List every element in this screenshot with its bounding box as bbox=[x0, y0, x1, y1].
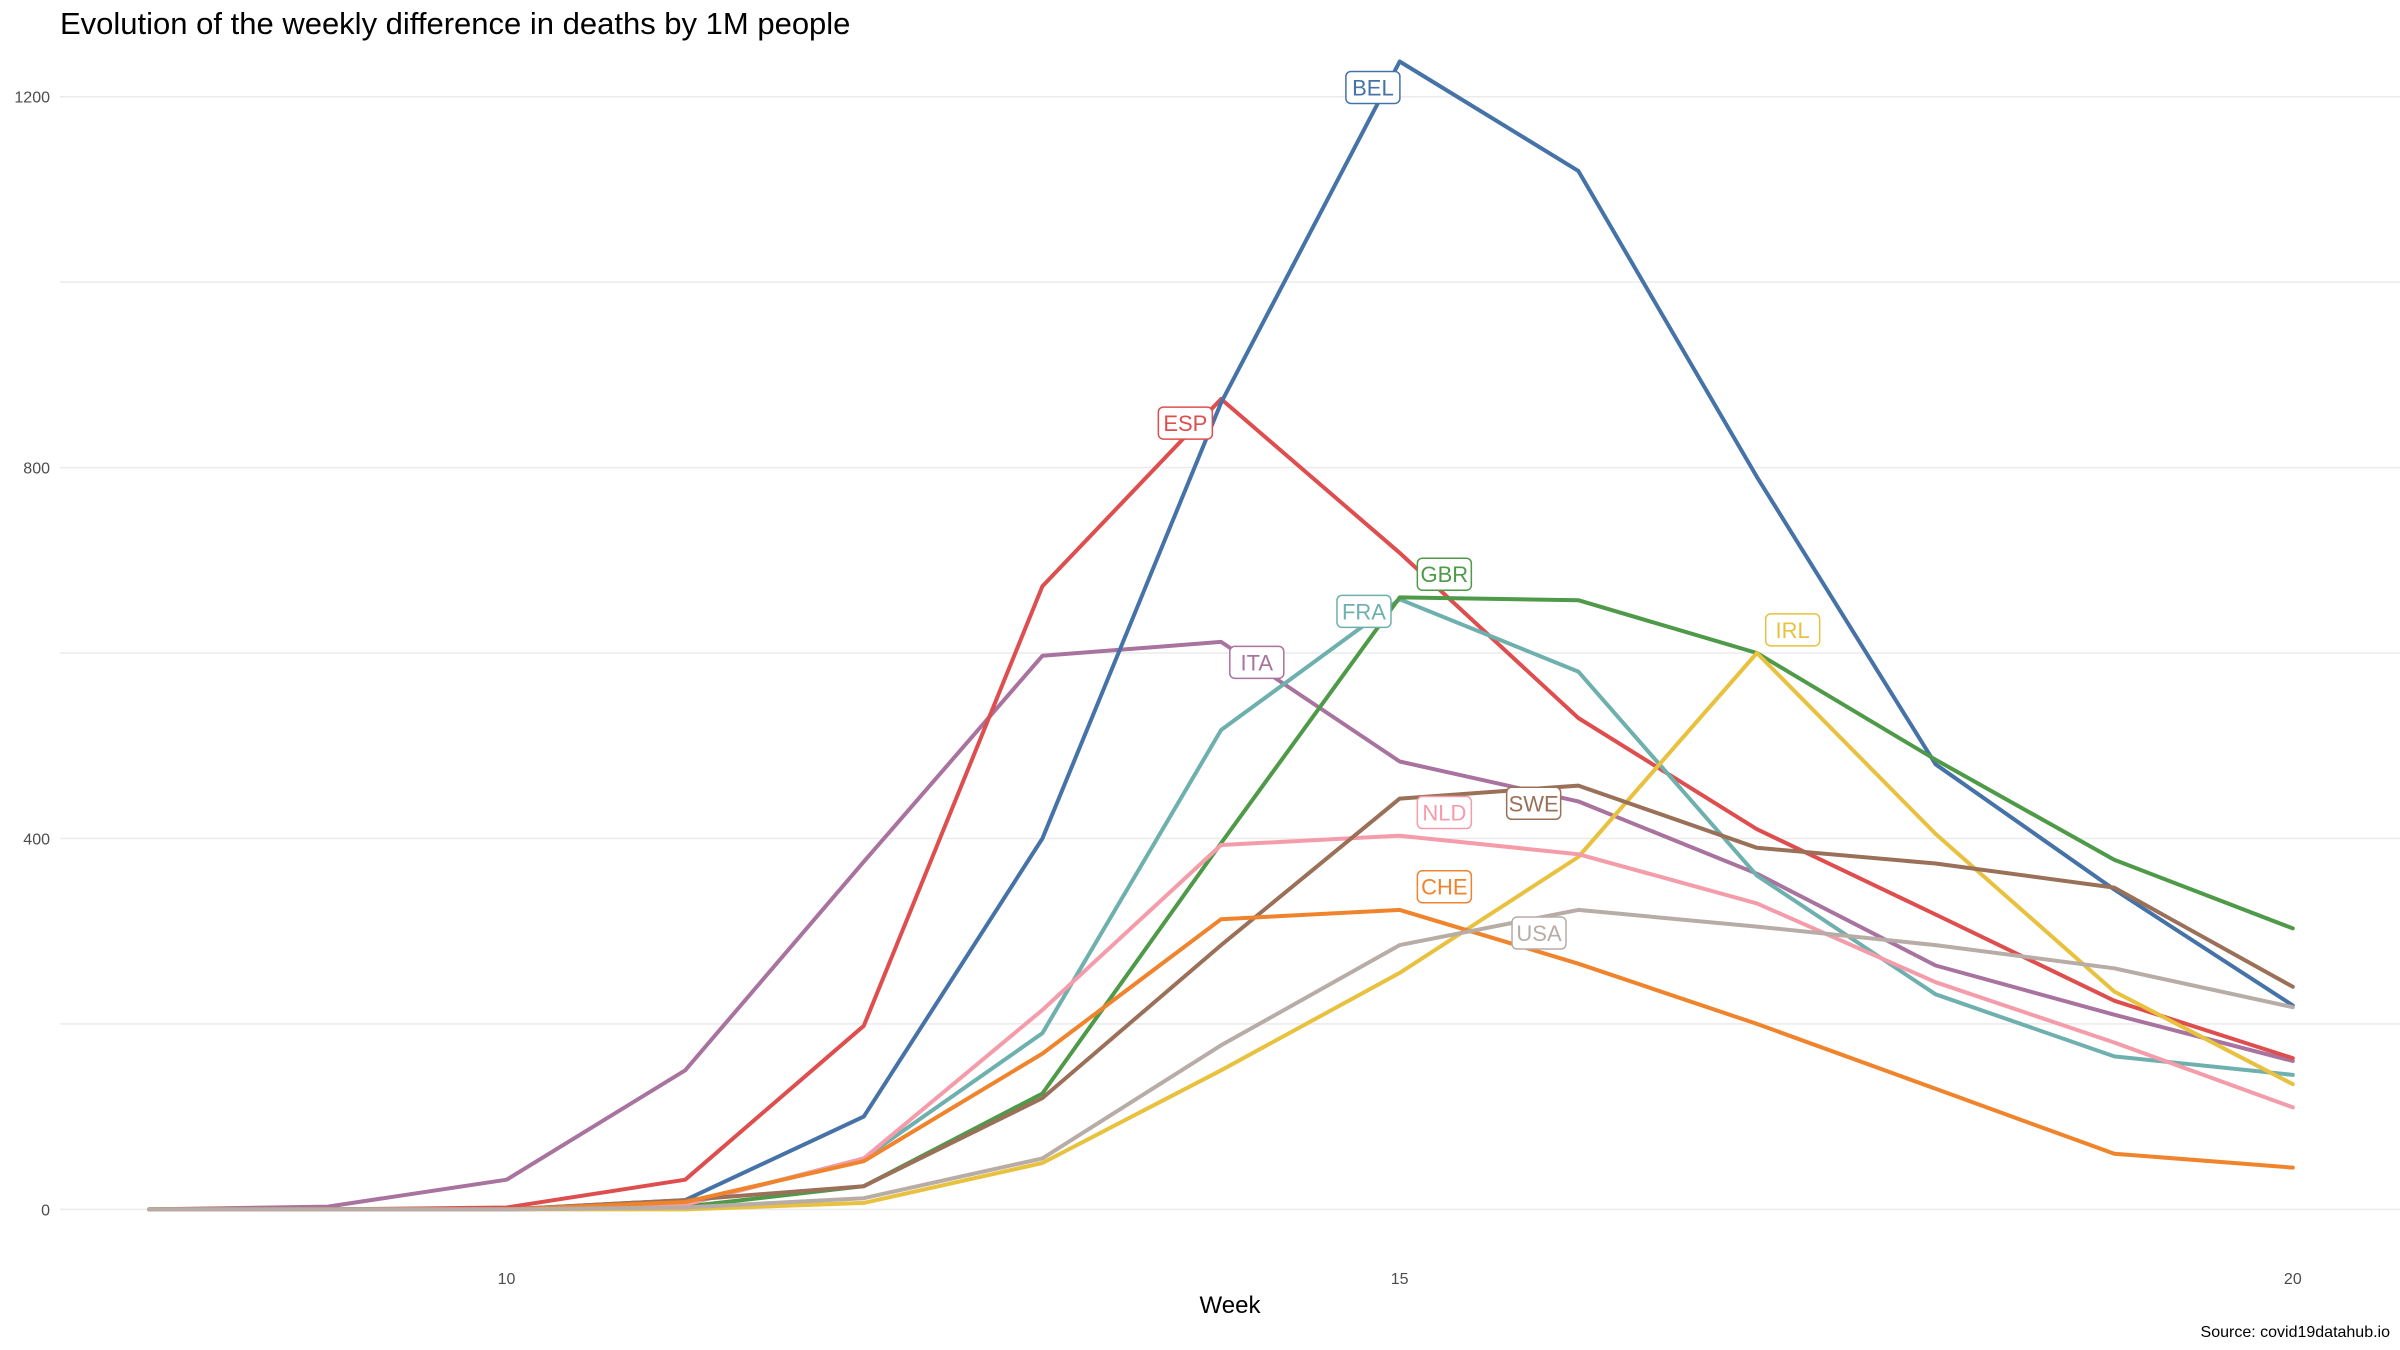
series-label-text: ESP bbox=[1163, 411, 1207, 436]
series-label-bel: BEL bbox=[1345, 70, 1401, 105]
series-line-esp bbox=[147, 397, 2295, 1212]
x-tick-label: 15 bbox=[1391, 1271, 1409, 1288]
series-label-text: CHE bbox=[1421, 875, 1467, 900]
series-label-box bbox=[1416, 795, 1473, 830]
chart-title: Evolution of the weekly difference in de… bbox=[60, 6, 851, 41]
series-label-usa: USA bbox=[1511, 916, 1567, 950]
series-label-fra: FRA bbox=[1336, 594, 1392, 629]
series-label-nld: NLD bbox=[1416, 795, 1473, 830]
series-line-che bbox=[147, 907, 2295, 1212]
series-line-bel bbox=[147, 59, 2295, 1212]
series-label-irl: IRL bbox=[1764, 613, 1821, 647]
series-label-che: CHE bbox=[1416, 869, 1473, 904]
series-line-swe bbox=[147, 783, 2295, 1212]
x-tick-label: 10 bbox=[498, 1271, 516, 1288]
series-label-swe: SWE bbox=[1505, 786, 1562, 821]
series-label-box bbox=[1505, 786, 1562, 821]
series-label-text: BEL bbox=[1352, 75, 1394, 100]
series-label-box bbox=[1336, 594, 1392, 629]
series-label-text: ITA bbox=[1240, 650, 1273, 675]
series-line-fra bbox=[147, 597, 2295, 1212]
y-tick-label: 800 bbox=[23, 461, 50, 478]
y-tick-label: 400 bbox=[23, 831, 50, 848]
series-label-text: IRL bbox=[1776, 618, 1810, 643]
series-label-box bbox=[1229, 645, 1285, 680]
series-label-text: SWE bbox=[1509, 791, 1559, 816]
series-line-ita bbox=[147, 639, 2295, 1212]
y-tick-label: 0 bbox=[41, 1202, 50, 1219]
series-label-box bbox=[1345, 70, 1401, 105]
series-label-ita: ITA bbox=[1229, 645, 1285, 680]
series-label-text: NLD bbox=[1422, 801, 1466, 826]
series-label-box bbox=[1157, 406, 1214, 440]
y-tick-label: 1200 bbox=[14, 90, 50, 107]
series-label-box bbox=[1416, 869, 1473, 904]
x-axis-title: Week bbox=[1200, 1292, 1262, 1319]
series-line-nld bbox=[147, 833, 2295, 1212]
series-label-gbr: GBR bbox=[1416, 557, 1473, 591]
source-caption: Source: covid19datahub.io bbox=[2200, 1324, 2390, 1341]
series-label-text: GBR bbox=[1421, 562, 1469, 587]
labels-layer: ITA ESP BEL FRA GBR IRL NLD SWE CHE USA bbox=[1157, 70, 1821, 950]
series-label-box bbox=[1416, 557, 1473, 591]
series-label-esp: ESP bbox=[1157, 406, 1214, 440]
axis-layer: Week 0 400 800 1200 10 15 20 bbox=[14, 90, 2301, 1319]
series-line-usa bbox=[147, 907, 2295, 1212]
x-tick-label: 20 bbox=[2284, 1271, 2302, 1288]
series-label-text: FRA bbox=[1342, 599, 1386, 624]
series-label-box bbox=[1764, 613, 1821, 647]
series-label-text: USA bbox=[1516, 921, 1562, 946]
series-label-box bbox=[1511, 916, 1567, 950]
series-line-gbr bbox=[147, 595, 2295, 1212]
lines-layer bbox=[147, 59, 2295, 1212]
